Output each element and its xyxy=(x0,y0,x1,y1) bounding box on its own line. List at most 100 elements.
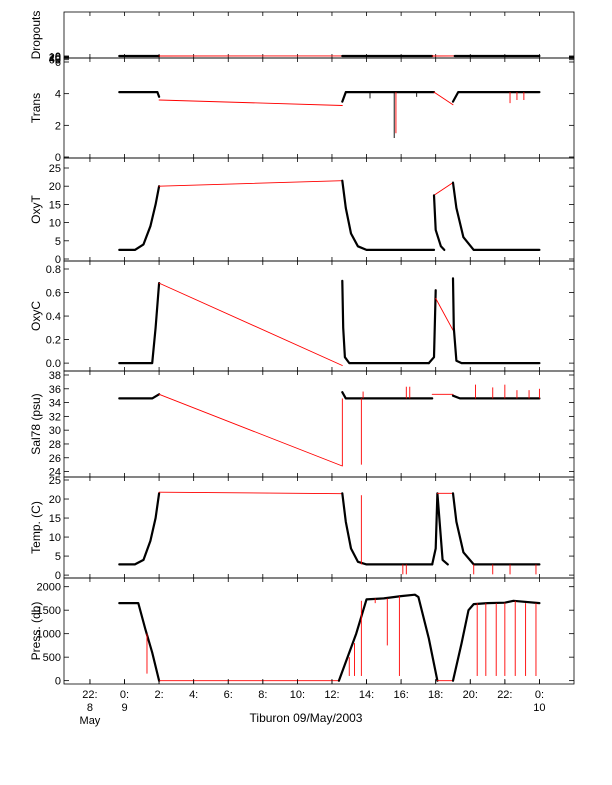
panel-frame xyxy=(63,57,575,159)
panel-frame xyxy=(63,260,575,372)
series-line xyxy=(427,289,437,365)
x-tick-label: 16: xyxy=(393,689,408,701)
series-line xyxy=(118,393,161,400)
series-line xyxy=(451,90,541,103)
x-tick-label: 12: xyxy=(324,689,339,701)
y-axis-label: Temp. (C) xyxy=(29,501,43,554)
y-axis-label: OxyC xyxy=(29,301,43,331)
x-tick-label: 18: xyxy=(428,689,443,701)
series-line xyxy=(432,194,446,251)
y-tick-label: 0.8 xyxy=(46,264,61,276)
x-tick-label: 8 xyxy=(87,702,93,714)
y-tick-label: 30 xyxy=(49,425,61,437)
series-line xyxy=(451,181,541,251)
series-line xyxy=(341,279,430,365)
y-tick-label: 24 xyxy=(49,467,61,479)
y-axis-label: Dropouts xyxy=(29,11,43,60)
x-tick-label: 10: xyxy=(290,689,305,701)
series-line xyxy=(451,599,541,682)
series-line xyxy=(451,277,541,365)
series-line xyxy=(341,492,434,566)
panel-1: 0 2 4 6 Trans xyxy=(29,57,575,164)
y-tick-label: 34 xyxy=(49,398,61,410)
panel-2: 0 5 10 15 20 25 OxyT xyxy=(29,157,575,266)
series-line xyxy=(158,282,343,366)
y-tick-label: 38 xyxy=(49,370,61,382)
x-tick-label: 9 xyxy=(121,702,127,714)
y-tick-label: 10 xyxy=(49,532,61,544)
x-tick-label: 0: xyxy=(120,689,129,701)
x-tick-label: 22: xyxy=(497,689,512,701)
y-tick-label: 1000 xyxy=(37,629,61,641)
x-tick-label: 14: xyxy=(359,689,374,701)
x-axis-caption: Tiburon 09/May/2003 xyxy=(250,711,363,725)
series-line xyxy=(341,90,436,103)
y-tick-label: 2 xyxy=(55,120,61,132)
y-tick-label: 0 xyxy=(55,254,61,266)
series-line xyxy=(451,394,541,400)
x-tick-label: 6: xyxy=(224,689,233,701)
panel-5: 0 5 10 15 20 25 Temp. (C) xyxy=(29,475,575,582)
y-tick-label: 0 xyxy=(55,570,61,582)
series-line xyxy=(118,185,161,251)
y-tick-label: 40 xyxy=(49,53,61,65)
series-line xyxy=(118,492,161,566)
y-tick-label: 1500 xyxy=(37,605,61,617)
x-tick-label: 10 xyxy=(533,702,545,714)
series-line xyxy=(341,179,436,251)
y-tick-label: 36 xyxy=(49,384,61,396)
x-tick-label: 4: xyxy=(189,689,198,701)
x-tick-label: 8: xyxy=(258,689,267,701)
y-tick-label: 500 xyxy=(43,652,61,664)
y-axis-label: Sal78 (psu) xyxy=(29,393,43,454)
y-tick-label: 28 xyxy=(49,439,61,451)
y-tick-label: 0.2 xyxy=(46,335,61,347)
series-line xyxy=(158,393,343,467)
series-line xyxy=(451,492,541,566)
series-line xyxy=(118,90,161,98)
y-tick-label: 20 xyxy=(49,181,61,193)
series-line xyxy=(341,391,434,400)
y-tick-label: 26 xyxy=(49,453,61,465)
panel-frame xyxy=(63,370,575,478)
y-tick-label: 15 xyxy=(49,513,61,525)
y-axis-label: OxyT xyxy=(29,195,43,224)
y-tick-label: 20 xyxy=(49,52,61,64)
y-tick-label: 0 xyxy=(55,676,61,688)
y-tick-label: 0 xyxy=(55,51,61,63)
x-tick-label: 2: xyxy=(154,689,163,701)
y-tick-label: 10 xyxy=(49,52,61,64)
y-tick-label: 32 xyxy=(49,411,61,423)
panels: 010204060Dropouts0246Trans0510152025OxyT… xyxy=(29,11,575,688)
series-line xyxy=(433,91,454,106)
panel-3: 0.0 0.2 0.4 0.6 0.8 OxyC xyxy=(29,260,575,372)
y-tick-label: 0 xyxy=(55,152,61,164)
series-line xyxy=(433,182,454,196)
y-tick-label: 5 xyxy=(55,236,61,248)
x-tick-label: 20: xyxy=(463,689,478,701)
x-tick-label: 22: xyxy=(82,689,97,701)
y-tick-label: 0.4 xyxy=(46,311,61,323)
y-axis-label: Press. (db) xyxy=(29,602,43,661)
x-tick-label: 0: xyxy=(535,689,544,701)
series-line xyxy=(118,282,161,365)
series-line xyxy=(337,593,439,682)
series-line xyxy=(431,492,449,566)
panel-frame xyxy=(63,476,575,579)
series-line xyxy=(435,297,454,331)
panel-frame xyxy=(63,11,575,59)
panel-6: 0 500 1000 1500 2000 Press. (db) xyxy=(29,577,575,688)
y-tick-label: 10 xyxy=(49,218,61,230)
y-tick-label: 5 xyxy=(55,551,61,563)
y-tick-label: 6 xyxy=(55,57,61,69)
y-tick-label: 0.0 xyxy=(46,358,61,370)
y-tick-label: 25 xyxy=(49,163,61,175)
series-line xyxy=(158,491,343,495)
y-tick-label: 60 xyxy=(49,55,61,67)
y-tick-label: 0.6 xyxy=(46,288,61,300)
y-tick-label: 20 xyxy=(49,494,61,506)
panel-frame xyxy=(63,577,575,685)
